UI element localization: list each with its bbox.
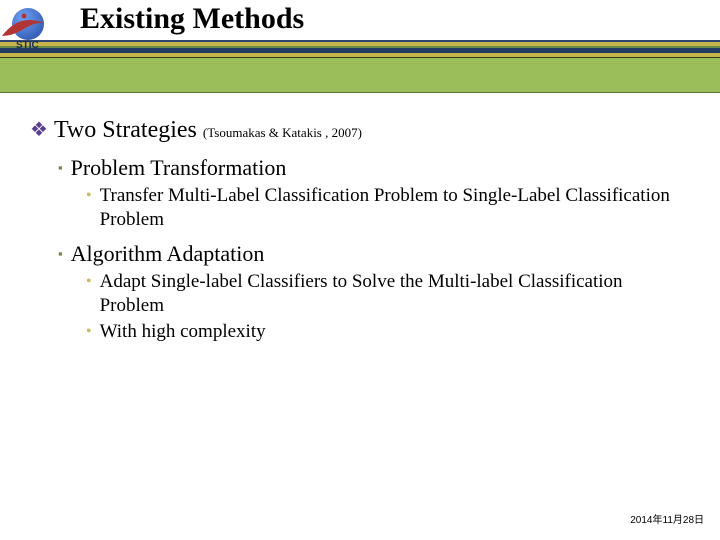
citation: (Tsoumakas & Katakis , 2007): [203, 125, 362, 140]
dot-bullet-icon: •: [86, 320, 92, 344]
dot-bullet-icon: •: [86, 184, 92, 208]
logo-text: STIC: [16, 40, 39, 51]
list-item-text: Transfer Multi-Label Classification Prob…: [100, 184, 690, 232]
list-item: • Transfer Multi-Label Classification Pr…: [86, 184, 690, 232]
square-bullet-icon: ▪: [58, 240, 63, 268]
list-item: • Adapt Single-label Classifiers to Solv…: [86, 270, 690, 318]
slide-root: STIC Existing Methods ❖ Two Strategies (…: [0, 0, 720, 540]
list-item-text: Adapt Single-label Classifiers to Solve …: [100, 270, 690, 318]
list-item: • With high complexity: [86, 320, 690, 344]
section-heading-text: Algorithm Adaptation: [71, 240, 265, 268]
main-point: ❖ Two Strategies (Tsoumakas & Katakis , …: [30, 115, 690, 148]
section-heading: ▪ Problem Transformation: [58, 154, 690, 182]
section-heading-text: Problem Transformation: [71, 154, 287, 182]
diamond-bullet-icon: ❖: [30, 115, 48, 145]
title-bar: STIC Existing Methods: [0, 0, 720, 60]
slide-title: Existing Methods: [80, 2, 304, 36]
square-bullet-icon: ▪: [58, 154, 63, 182]
list-item-text: With high complexity: [100, 320, 266, 344]
footer-date: 2014年11月28日: [630, 511, 704, 526]
main-point-text: Two Strategies (Tsoumakas & Katakis , 20…: [54, 115, 362, 148]
slide-body: ❖ Two Strategies (Tsoumakas & Katakis , …: [30, 115, 690, 346]
dot-bullet-icon: •: [86, 270, 92, 294]
section-heading: ▪ Algorithm Adaptation: [58, 240, 690, 268]
logo: STIC: [6, 6, 66, 56]
main-point-label: Two Strategies: [54, 117, 203, 143]
green-band: [0, 57, 720, 93]
